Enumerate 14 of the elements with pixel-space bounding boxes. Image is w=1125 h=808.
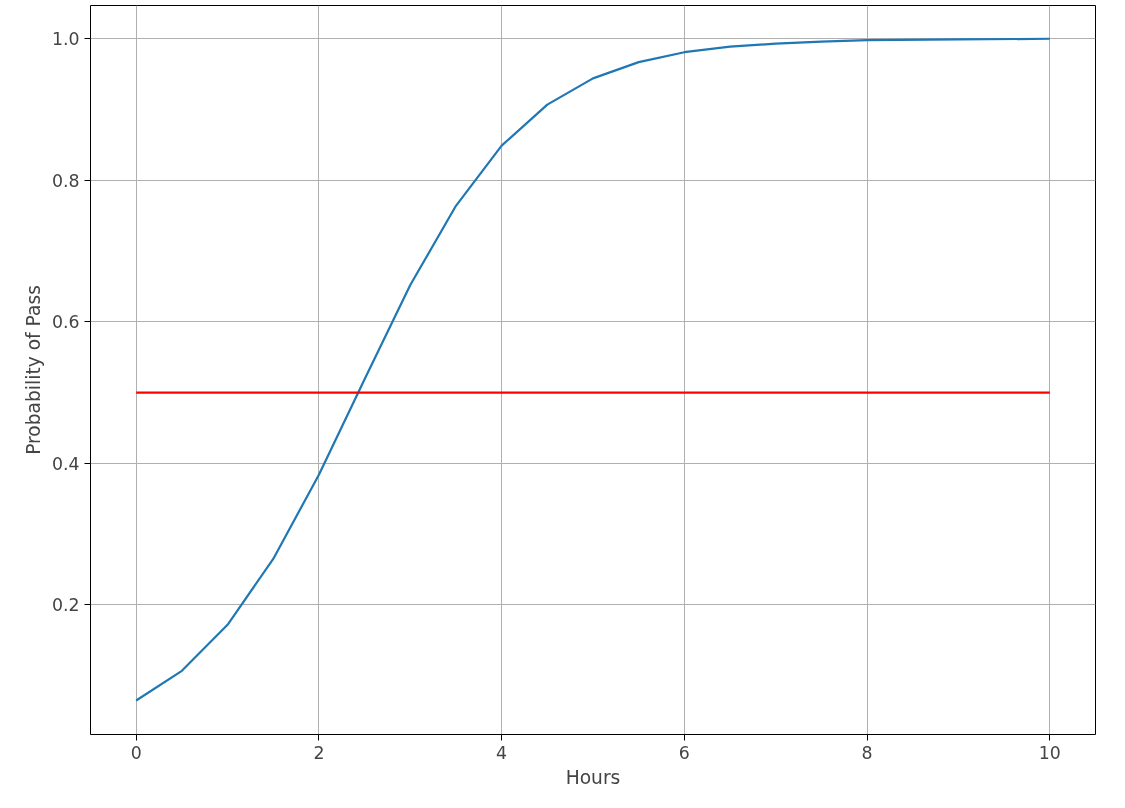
y-tick-label: 0.8 — [51, 170, 80, 191]
x-axis-title: Hours — [565, 766, 621, 788]
y-tick-label: 1.0 — [51, 29, 80, 50]
x-tick-label: 8 — [861, 742, 873, 763]
x-tick-label: 6 — [678, 742, 690, 763]
x-tick-label: 0 — [130, 742, 142, 763]
x-tick-label: 10 — [1038, 742, 1061, 763]
x-tick-label: 4 — [496, 742, 508, 763]
y-tick-label: 0.6 — [51, 312, 80, 333]
y-axis-title: Probability of Pass — [22, 285, 44, 455]
line-series — [135, 37, 1051, 702]
y-tick-label: 0.2 — [51, 595, 80, 616]
x-tick-label: 2 — [313, 742, 325, 763]
y-tick-label: 0.4 — [51, 453, 80, 474]
